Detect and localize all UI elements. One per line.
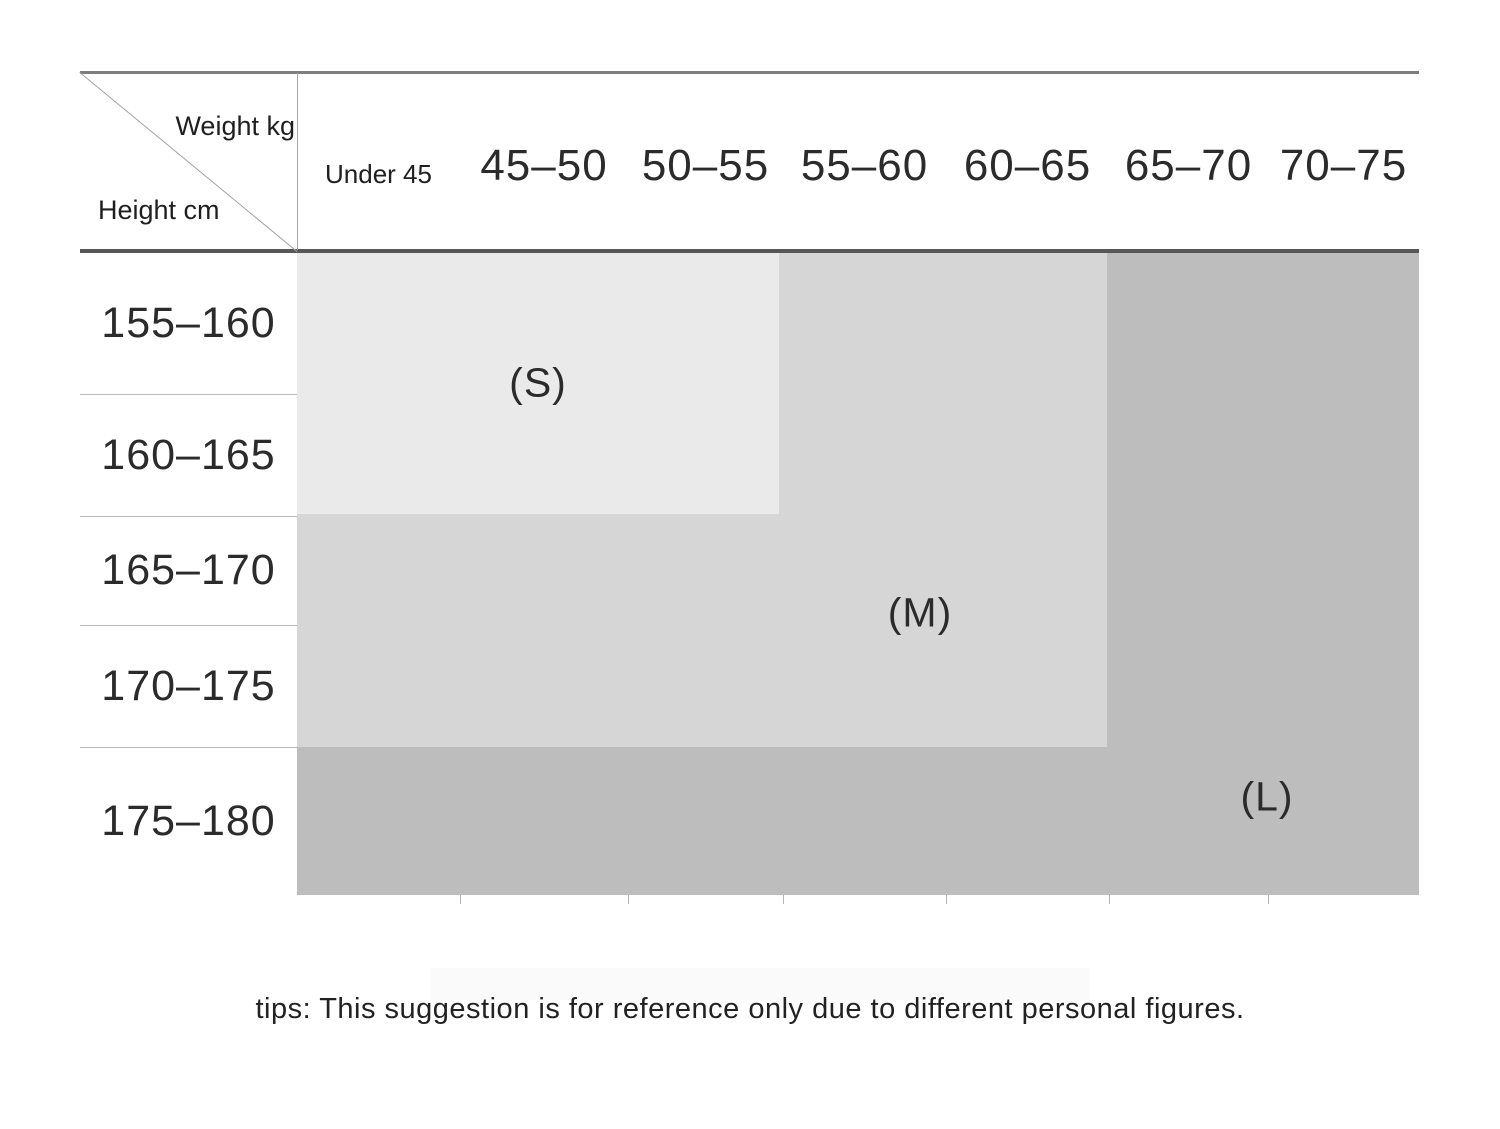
column-tick: [783, 895, 784, 904]
column-tick: [946, 895, 947, 904]
height-axis-label: Height cm: [98, 195, 220, 225]
size-region-s: [297, 253, 779, 514]
table-top-border: [80, 71, 1419, 74]
row-header-165-170: 165–170: [101, 546, 276, 594]
column-header-50-55: 50–55: [641, 141, 770, 190]
header-bottom-border: [80, 249, 1419, 253]
column-tick: [460, 895, 461, 904]
row-separator: [80, 394, 297, 395]
size-region-grid: (S) (M) (L): [297, 253, 1419, 895]
column-header-45-50: 45–50: [480, 141, 608, 190]
row-separator: [80, 625, 297, 626]
column-tick: [1268, 895, 1269, 904]
size-label-s: (S): [509, 359, 567, 406]
row-header-170-175: 170–175: [101, 661, 276, 710]
corner-cell-divider: [297, 73, 298, 250]
column-tick: [1109, 895, 1110, 904]
row-separator: [80, 516, 297, 517]
size-label-m: (M): [887, 589, 953, 636]
column-header-under-45: Under 45: [325, 158, 432, 189]
column-header-60-65: 60–65: [963, 141, 1092, 190]
size-label-l: (L): [1240, 773, 1294, 820]
column-header-70-75: 70–75: [1279, 141, 1408, 190]
column-tick: [628, 895, 629, 904]
row-separator: [80, 747, 297, 748]
row-header-175-180: 175–180: [101, 796, 276, 845]
tips-note: tips: This suggestion is for reference o…: [255, 993, 1245, 1025]
column-header-55-60: 55–60: [800, 141, 929, 190]
weight-axis-label: Weight kg: [175, 111, 295, 141]
column-header-65-70: 65–70: [1124, 141, 1253, 190]
row-header-155-160: 155–160: [101, 299, 276, 347]
faint-highlight-band: [430, 968, 1090, 1000]
row-header-160-165: 160–165: [101, 430, 276, 479]
